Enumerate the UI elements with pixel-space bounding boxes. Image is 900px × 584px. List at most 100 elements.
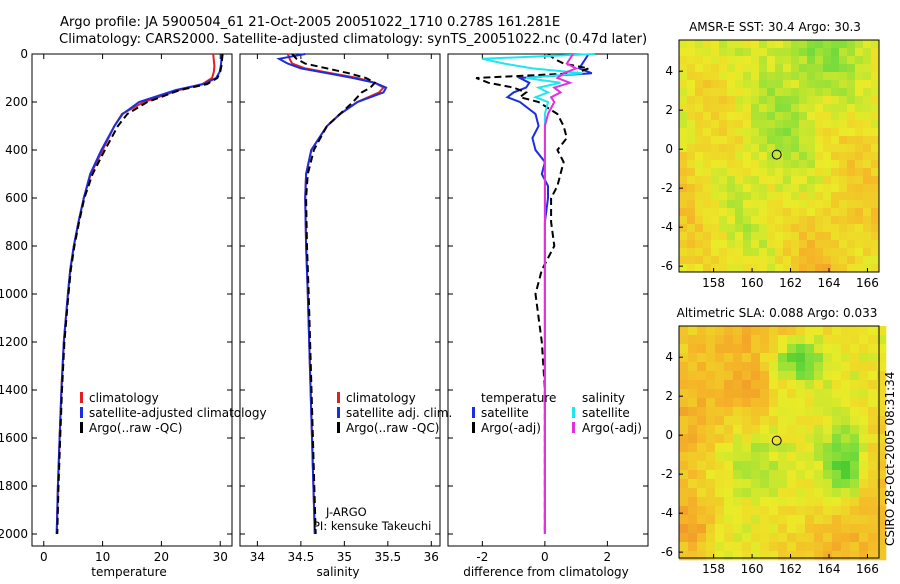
map-cell	[687, 248, 696, 257]
map-cell	[787, 524, 797, 534]
map-cell	[679, 112, 688, 121]
map-cell	[695, 160, 704, 169]
x-tick-label: 30	[213, 550, 228, 564]
map-cell	[760, 389, 770, 399]
map-cell	[815, 104, 824, 113]
map-cell	[847, 152, 856, 161]
map-cell	[719, 248, 728, 257]
map-cell	[815, 176, 824, 185]
map-cell	[719, 88, 728, 97]
map-cell	[778, 416, 788, 426]
map-cell	[823, 416, 833, 426]
map-cell	[679, 398, 689, 408]
map-cell	[751, 240, 760, 249]
map-cell	[706, 452, 716, 462]
map-cell	[688, 443, 698, 453]
map-cell	[823, 248, 832, 257]
map-cell	[733, 326, 743, 336]
map-cell	[767, 240, 776, 249]
map-cell	[877, 362, 887, 372]
map-cell	[778, 362, 788, 372]
map-cell	[715, 425, 725, 435]
map-cell	[688, 380, 698, 390]
map-cell	[807, 144, 816, 153]
map-cell	[850, 551, 860, 561]
map-cell	[703, 80, 712, 89]
map-cell	[859, 479, 869, 489]
map-cell	[759, 176, 768, 185]
map-cell	[706, 479, 716, 489]
map-cell	[839, 40, 848, 49]
map-cell	[796, 416, 806, 426]
map-cell	[715, 479, 725, 489]
map-cell	[760, 452, 770, 462]
map-cell	[743, 48, 752, 57]
map-cell	[807, 192, 816, 201]
map-cell	[769, 533, 779, 543]
map-cell	[703, 256, 712, 265]
map-cell	[727, 80, 736, 89]
map-cell	[743, 96, 752, 105]
map-cell	[859, 452, 869, 462]
map-cell	[751, 452, 761, 462]
map-cell	[863, 112, 872, 121]
map-cell	[767, 72, 776, 81]
map-cell	[823, 524, 833, 534]
map-cell	[839, 184, 848, 193]
map-cell	[814, 371, 824, 381]
map-cell	[719, 192, 728, 201]
x-tick-label: 10	[95, 550, 110, 564]
map-cell	[767, 248, 776, 257]
map-cell	[711, 192, 720, 201]
map-cell	[687, 192, 696, 201]
map-cell	[719, 128, 728, 137]
map-cell	[715, 533, 725, 543]
map-cell	[703, 128, 712, 137]
map-cell	[733, 407, 743, 417]
map-cell	[767, 80, 776, 89]
map-cell	[831, 80, 840, 89]
map-cell	[775, 136, 784, 145]
map-x-tick-label: 166	[856, 276, 879, 290]
map-cell	[724, 335, 734, 345]
map-cell	[703, 104, 712, 113]
map-cell	[711, 264, 720, 273]
map-cell	[735, 232, 744, 241]
map-cell	[767, 56, 776, 65]
map-cell	[727, 104, 736, 113]
map-cell	[735, 224, 744, 233]
map-cell	[687, 168, 696, 177]
map-cell	[783, 56, 792, 65]
legend-diff-temp-argo: Argo(-adj)	[481, 421, 541, 435]
map-cell	[787, 407, 797, 417]
map-cell	[687, 176, 696, 185]
map-cell	[839, 136, 848, 145]
map-cell	[783, 120, 792, 129]
map-cell	[719, 72, 728, 81]
map-cell	[807, 160, 816, 169]
map-cell	[787, 515, 797, 525]
map-cell	[814, 452, 824, 462]
map-cell	[706, 398, 716, 408]
map-cell	[868, 389, 878, 399]
map-cell	[832, 371, 842, 381]
map-cell	[863, 224, 872, 233]
map-cell	[760, 380, 770, 390]
map-cell	[807, 120, 816, 129]
map-cell	[751, 200, 760, 209]
map-cell	[778, 497, 788, 507]
map-cell	[832, 488, 842, 498]
map-cell	[859, 506, 869, 516]
map-cell	[767, 232, 776, 241]
map-cell	[715, 371, 725, 381]
map-cell	[697, 452, 707, 462]
map-cell	[847, 200, 856, 209]
map-cell	[868, 506, 878, 516]
map-cell	[783, 200, 792, 209]
map-cell	[839, 88, 848, 97]
map-cell	[831, 112, 840, 121]
map-cell	[697, 335, 707, 345]
map-cell	[847, 104, 856, 113]
map-cell	[743, 200, 752, 209]
